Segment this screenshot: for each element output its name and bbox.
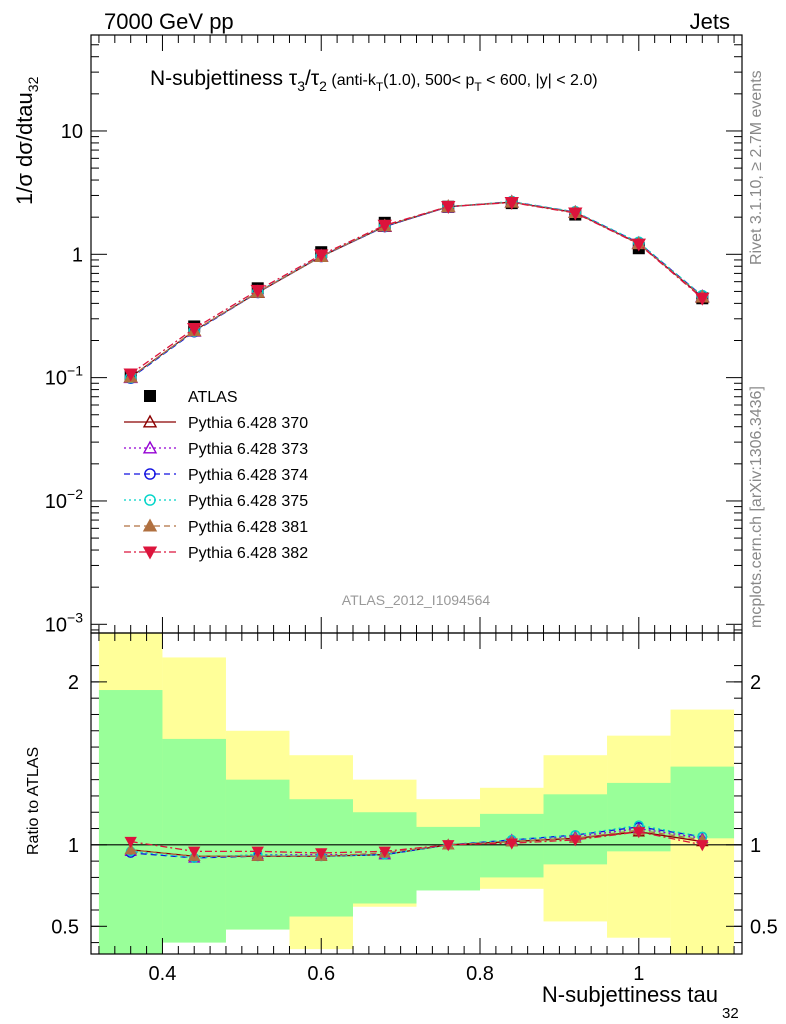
legend-marker <box>142 546 158 560</box>
ratio-y-tick-label: 1 <box>750 835 761 857</box>
mcplots-label: mcplots.cern.ch [arXiv:1306.3436] <box>748 386 765 628</box>
ratio-band-inner <box>352 812 417 904</box>
legend-label: Pythia 6.428 382 <box>188 545 308 562</box>
legend-label: Pythia 6.428 374 <box>188 467 308 484</box>
mc-series-point <box>123 368 138 382</box>
legend-marker <box>144 494 156 506</box>
y-tick-label: 1 <box>72 244 83 266</box>
ratio-y-axis-label: Ratio to ATLAS <box>25 747 42 855</box>
mc-series-point <box>568 207 583 221</box>
legend-marker <box>142 440 158 454</box>
ratio-bands <box>98 633 735 954</box>
ratio-y-tick-label: 2 <box>68 672 79 694</box>
mc-series-line <box>130 201 703 379</box>
mc-series-line <box>130 201 703 375</box>
mc-series-line <box>130 201 703 378</box>
legend-label: Pythia 6.428 370 <box>188 415 308 432</box>
legend: ATLAS Pythia 6.428 370 Pythia 6.428 373 Pyt… <box>124 389 308 562</box>
mc-series-line <box>130 201 703 378</box>
mc-series-point <box>441 201 456 214</box>
legend-label: Pythia 6.428 373 <box>188 441 308 458</box>
x-axis-label-sub: 32 <box>722 1005 739 1022</box>
ratio-band-inner <box>416 826 481 891</box>
header-left: 7000 GeV pp <box>104 9 234 34</box>
ratio-series-line <box>130 829 703 857</box>
ratio-series-point <box>569 835 582 847</box>
ratio-series-point <box>124 843 137 855</box>
ratio-series-point <box>251 846 264 858</box>
mc-series-point <box>314 249 329 263</box>
ratio-series-point <box>188 846 201 858</box>
x-tick-label: 0.8 <box>466 963 494 985</box>
ratio-series-line <box>130 826 703 859</box>
legend-marker <box>142 414 158 428</box>
plot-title: N-subjettiness τ3/τ2 (anti-kT(1.0), 500<… <box>150 67 598 94</box>
ratio-band-inner <box>162 738 226 943</box>
ratio-y-tick-label: 2 <box>750 672 761 694</box>
ratio-series-line <box>130 831 703 854</box>
mc-series-point <box>187 323 202 336</box>
mc-series-point <box>250 284 265 298</box>
legend-marker <box>142 518 158 532</box>
y-tick-label: 10−3 <box>45 609 83 636</box>
legend-marker <box>144 390 156 402</box>
legend-marker <box>144 468 156 480</box>
x-tick-label: 0.4 <box>149 963 177 985</box>
ratio-series-point <box>505 838 518 850</box>
x-tick-label: 0.6 <box>307 963 335 985</box>
ratio-series-point <box>442 840 455 852</box>
y-tick-label: 10 <box>61 121 83 143</box>
ratio-band-inner <box>543 794 608 865</box>
ratio-band-inner <box>607 782 671 852</box>
legend-label: ATLAS <box>188 389 238 406</box>
mc-series-line <box>130 201 703 379</box>
x-axis-label: N-subjettiness tau <box>542 982 718 1007</box>
ratio-y-tick-label: 1 <box>68 835 79 857</box>
legend-label: Pythia 6.428 381 <box>188 519 308 536</box>
ratio-series-point <box>696 840 709 852</box>
ratio-series-point <box>632 827 645 839</box>
main-series <box>123 194 710 384</box>
mc-series-point <box>504 197 519 210</box>
ratio-series-point <box>124 836 137 849</box>
axes: 10−3 10−2 10−1 1 10 0.4 0.6 0.8 1 0.5 0.5 1 1 2 2 <box>45 35 778 985</box>
mc-series-point <box>631 238 646 252</box>
analysis-label: ATLAS_2012_I1094564 <box>342 592 491 608</box>
y-tick-label: 10−1 <box>45 363 83 390</box>
ratio-band-inner <box>98 690 163 954</box>
y-tick-label: 10−2 <box>45 486 83 513</box>
ratio-series-point <box>315 848 328 860</box>
ratio-y-tick-label: 0.5 <box>750 916 778 938</box>
rivet-label: Rivet 3.1.10, ≥ 2.7M events <box>748 70 765 265</box>
ratio-series <box>124 820 709 863</box>
legend-label: Pythia 6.428 375 <box>188 493 308 510</box>
ratio-y-tick-label: 0.5 <box>51 916 79 938</box>
ratio-series-point <box>378 846 391 858</box>
mc-series-line <box>130 201 703 379</box>
ratio-band-inner <box>670 766 735 839</box>
mc-series-point <box>695 292 710 306</box>
x-tick-label: 1 <box>633 963 644 985</box>
header-right: Jets <box>690 9 730 34</box>
y-axis-label: 1/σ dσ/dtau32 <box>12 76 41 205</box>
mc-series-point <box>377 219 392 233</box>
